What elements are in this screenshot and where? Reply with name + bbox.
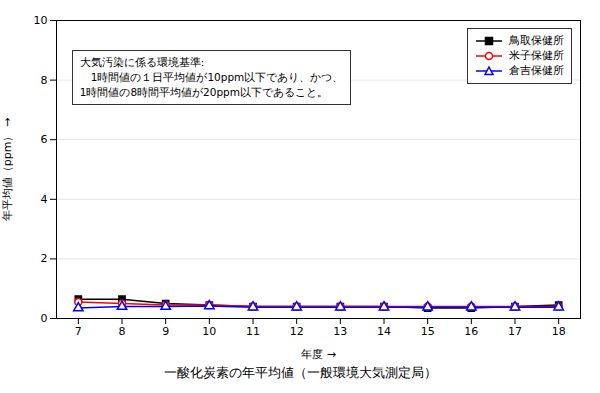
svg-text:9: 9 — [162, 325, 169, 338]
svg-text:10: 10 — [202, 325, 216, 338]
svg-text:2: 2 — [41, 252, 48, 265]
svg-text:13: 13 — [333, 325, 347, 338]
svg-text:15: 15 — [421, 325, 435, 338]
svg-text:16: 16 — [464, 325, 478, 338]
html-text:1時間値の１日平均値が10ppm以下であり、かつ、: 1時間値の１日平均値が10ppm以下であり、かつ、 — [79, 71, 344, 83]
svg-text:4: 4 — [41, 193, 48, 206]
html-text:一酸化炭素の年平均値（一般環境大気測定局）: 一酸化炭素の年平均値（一般環境大気測定局） — [163, 365, 437, 380]
html-text:大気汚染に係る環境基準:: 大気汚染に係る環境基準: — [79, 55, 205, 68]
svg-text:年度 →: 年度 → — [301, 348, 336, 361]
svg-text:14: 14 — [377, 325, 391, 338]
svg-text:7: 7 — [75, 325, 82, 338]
html-text:倉吉保健所: 倉吉保健所 — [509, 64, 564, 77]
svg-text:18: 18 — [552, 325, 566, 338]
html-text:鳥取保健所: 鳥取保健所 — [509, 34, 564, 46]
svg-text:11: 11 — [246, 325, 260, 338]
html-text:1時間値の8時間平均値が20ppm以下であること。: 1時間値の8時間平均値が20ppm以下であること。 — [79, 86, 328, 99]
svg-text:8: 8 — [41, 74, 48, 87]
svg-text:6: 6 — [41, 133, 48, 146]
svg-text:12: 12 — [290, 325, 304, 338]
svg-text:10: 10 — [34, 14, 48, 27]
svg-text:8: 8 — [119, 325, 126, 338]
svg-text:17: 17 — [508, 325, 522, 338]
svg-text:年平均値（ppm） →: 年平均値（ppm） → — [1, 118, 14, 221]
html-text:米子保健所: 米子保健所 — [509, 49, 564, 62]
svg-text:0: 0 — [41, 312, 48, 325]
